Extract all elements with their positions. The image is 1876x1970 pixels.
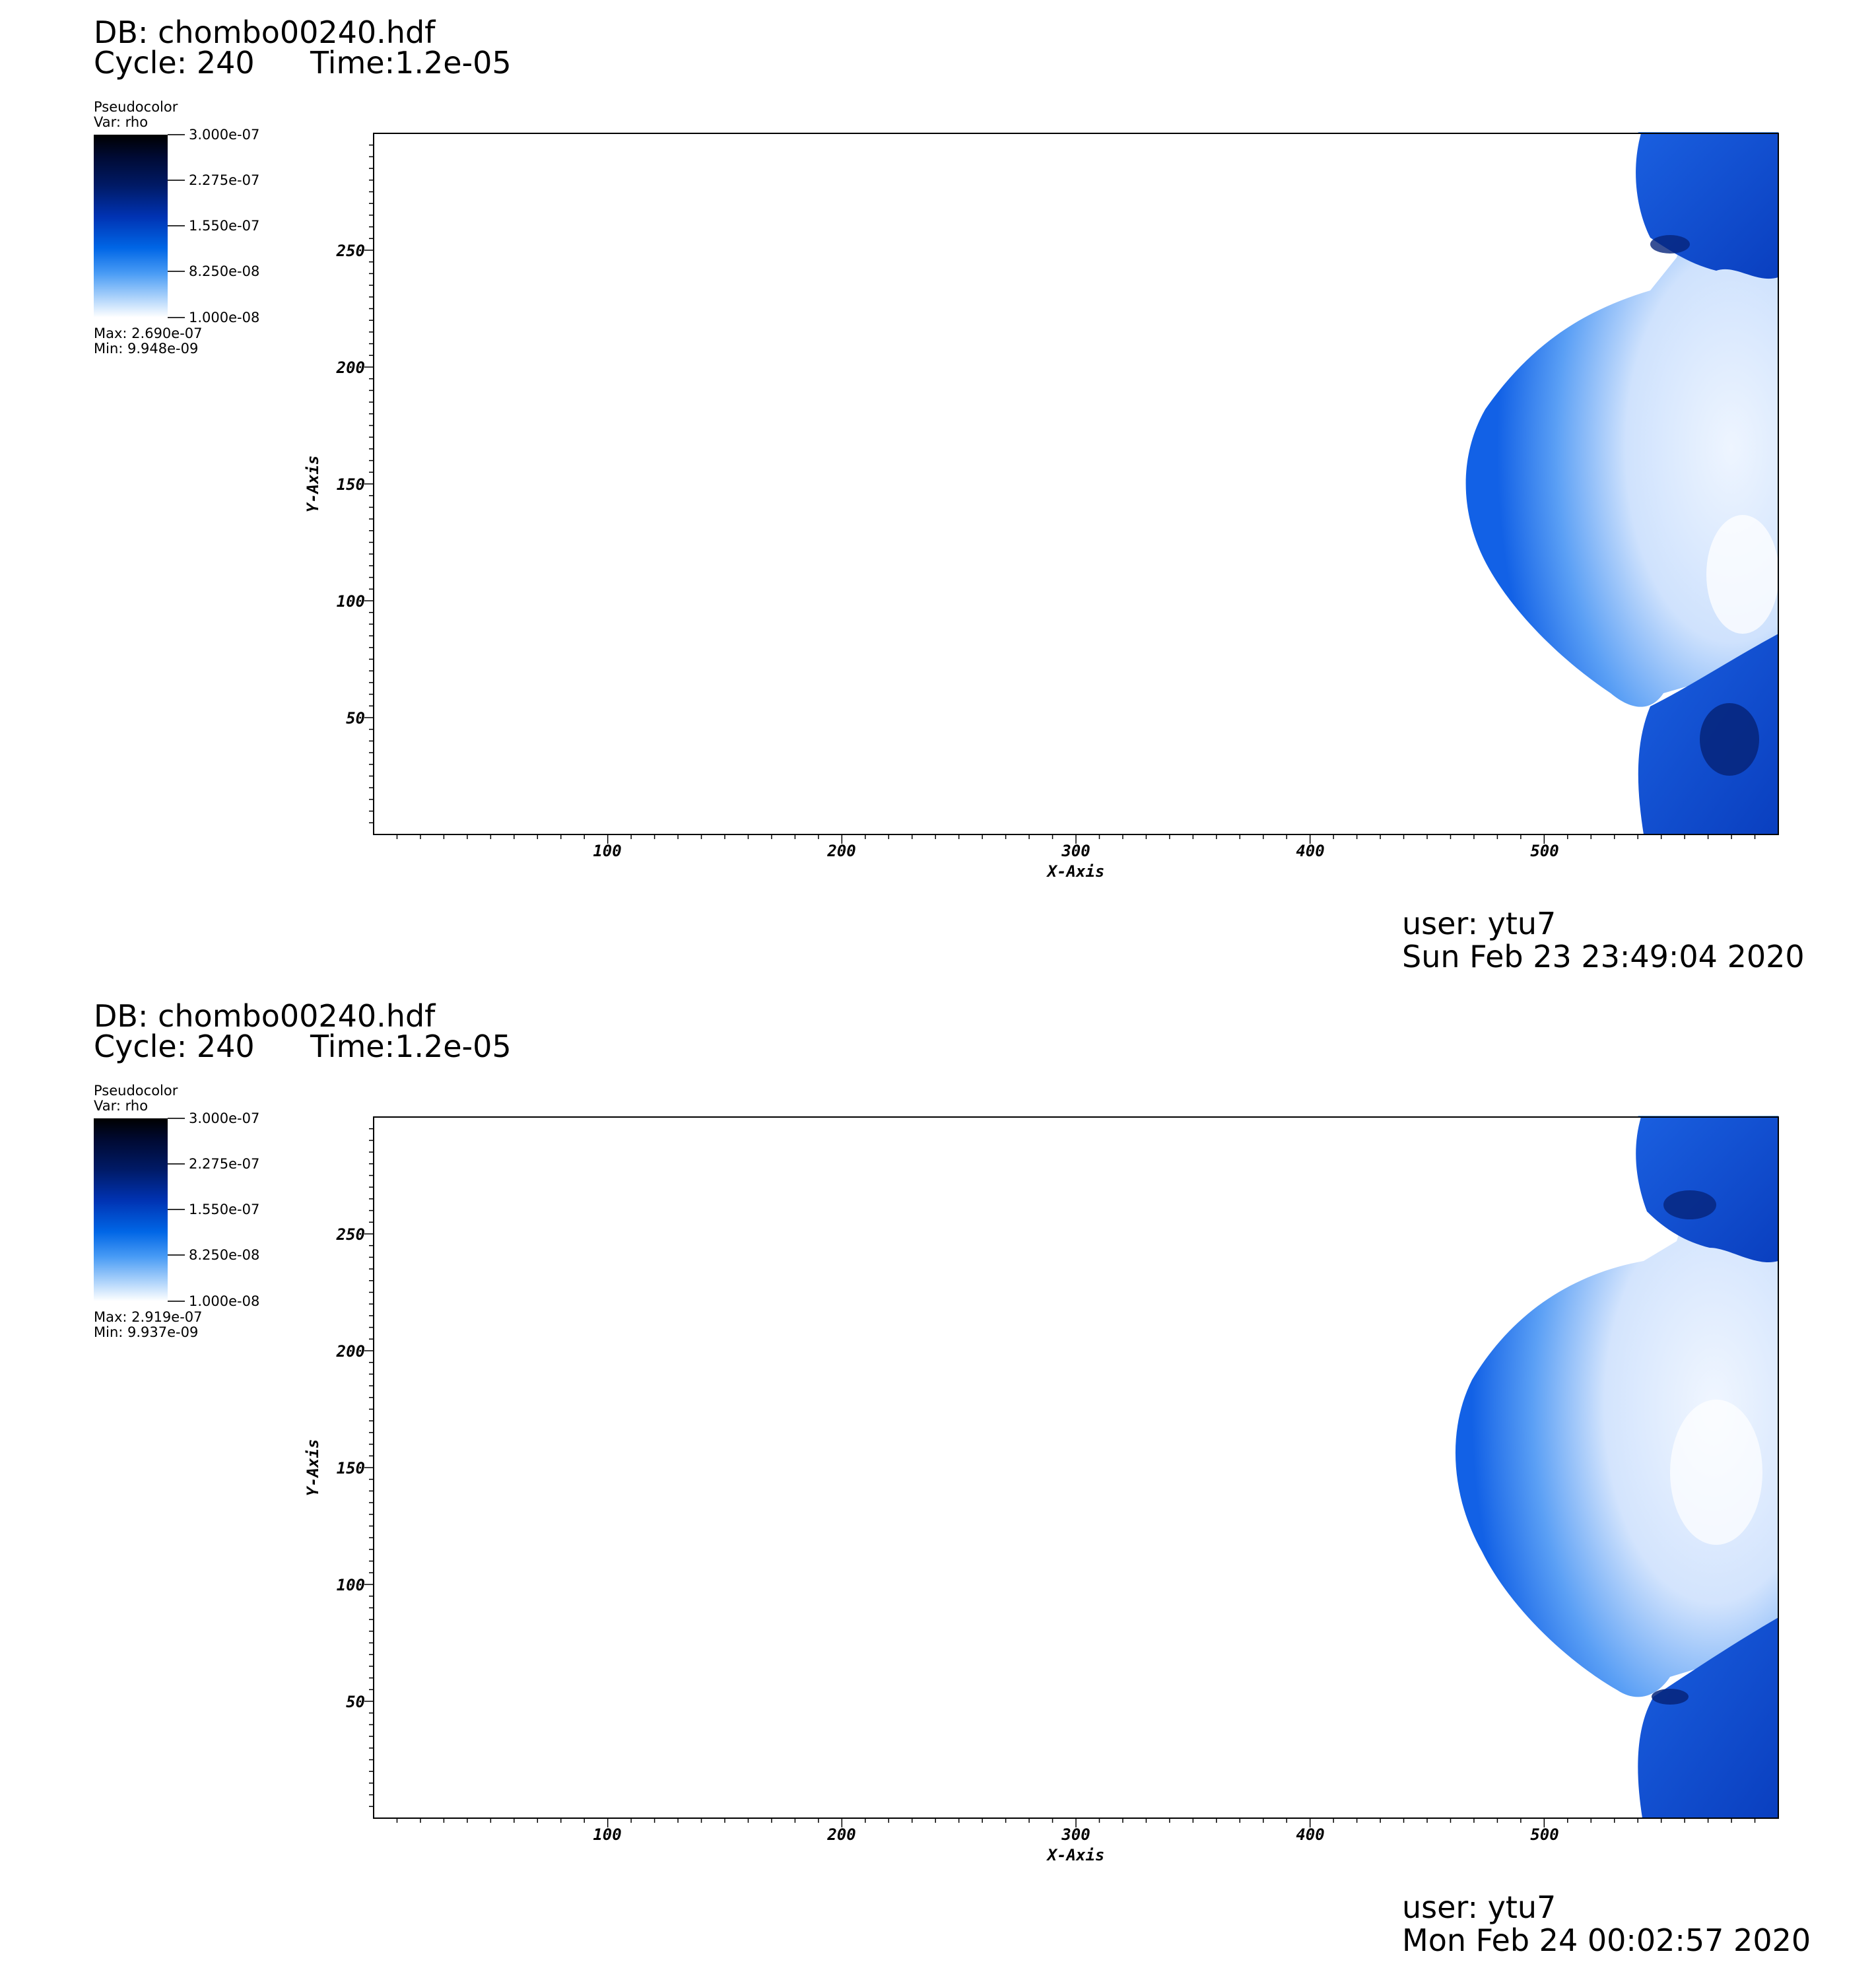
variable-label: Var: rho xyxy=(94,114,149,130)
x-tick-label: 100 xyxy=(593,842,621,860)
colorbar-tick xyxy=(168,317,185,318)
colorbar-tick xyxy=(168,134,185,135)
plot-area: 100 200 300 400 500 50 100 150 200 250 X… xyxy=(304,1116,1779,1864)
x-tick-labels: 100 200 300 400 500 xyxy=(593,1825,1558,1844)
colorbar-tick xyxy=(168,1118,185,1119)
density-field xyxy=(1465,132,1779,834)
plot-type-label: Pseudocolor xyxy=(94,99,178,115)
y-minor-ticks xyxy=(364,1128,374,1808)
y-tick-label: 250 xyxy=(336,242,365,260)
plot-area: 100 200 300 400 500 50 100 150 200 250 X… xyxy=(304,132,1779,881)
light-core xyxy=(1706,515,1779,634)
colorbar-tick xyxy=(168,225,185,226)
dense-knot xyxy=(1663,1190,1716,1219)
colorbar xyxy=(94,135,168,318)
x-tick-label: 200 xyxy=(826,1825,855,1844)
y-tick-labels: 50 100 150 200 250 xyxy=(336,1225,365,1711)
cycle-time-row: Cycle: 240 Time:1.2e-05 xyxy=(94,1029,512,1064)
y-tick-label: 100 xyxy=(337,1576,365,1594)
x-tick-label: 100 xyxy=(593,1825,621,1844)
x-minor-ticks xyxy=(396,834,1756,844)
colorbar-tick xyxy=(168,1163,185,1165)
plot-type-label: Pseudocolor xyxy=(94,1083,178,1099)
x-tick-label: 500 xyxy=(1530,842,1558,860)
min-label: Min: 9.937e-09 xyxy=(94,1324,199,1340)
variable-label: Var: rho xyxy=(94,1098,149,1114)
x-tick-label: 400 xyxy=(1296,842,1324,860)
x-minor-ticks xyxy=(396,1818,1756,1827)
colorbar-tick-label: 1.000e-08 xyxy=(189,310,260,325)
visit-panel-1: DB: chombo00240.hdf Cycle: 240 Time:1.2e… xyxy=(0,984,1876,1967)
colorbar xyxy=(94,1118,168,1301)
dense-knot xyxy=(1652,1689,1689,1705)
colorbar-tick xyxy=(168,1301,185,1302)
y-tick-label: 200 xyxy=(336,358,365,377)
x-tick-label: 500 xyxy=(1530,1825,1558,1844)
colorbar-tick-label: 3.000e-07 xyxy=(189,1110,260,1126)
date-label: Sun Feb 23 23:49:04 2020 xyxy=(1402,939,1805,974)
x-tick-label: 400 xyxy=(1296,1825,1324,1844)
density-field xyxy=(1455,1116,1778,1818)
db-label: DB: chombo00240.hdf xyxy=(94,15,436,50)
upper-dense-cap xyxy=(1636,133,1778,279)
cycle-label: Cycle: 240 xyxy=(94,45,255,81)
date-label: Mon Feb 24 00:02:57 2020 xyxy=(1402,1922,1811,1958)
max-label: Max: 2.919e-07 xyxy=(94,1309,203,1325)
colorbar-tick xyxy=(168,180,185,181)
upper-dense-cap xyxy=(1636,1117,1778,1263)
y-tick-labels: 50 100 150 200 250 xyxy=(336,242,365,728)
dense-knot xyxy=(1650,235,1690,254)
cycle-time-row: Cycle: 240 Time:1.2e-05 xyxy=(94,45,512,81)
y-tick-label: 250 xyxy=(336,1225,365,1244)
x-axis-title: X-Axis xyxy=(1046,1846,1105,1864)
user-label: user: ytu7 xyxy=(1402,906,1557,941)
x-axis-title: X-Axis xyxy=(1046,862,1105,881)
colorbar-tick-label: 8.250e-08 xyxy=(189,263,260,279)
user-label: user: ytu7 xyxy=(1402,1889,1557,1925)
db-label: DB: chombo00240.hdf xyxy=(94,998,436,1034)
time-label: Time:1.2e-05 xyxy=(310,45,512,81)
x-tick-label: 300 xyxy=(1061,1825,1090,1844)
visit-panel-0: DB: chombo00240.hdf Cycle: 240 Time:1.2e… xyxy=(0,0,1876,984)
y-tick-label: 50 xyxy=(346,1693,365,1711)
colorbar-tick-label: 1.550e-07 xyxy=(189,1202,260,1217)
colorbar-tick-label: 2.275e-07 xyxy=(189,1156,260,1172)
time-label: Time:1.2e-05 xyxy=(310,1029,512,1064)
x-tick-labels: 100 200 300 400 500 xyxy=(593,842,1558,860)
lower-dense-cap xyxy=(1638,1617,1778,1818)
y-tick-label: 150 xyxy=(337,475,365,494)
plume-region xyxy=(1465,132,1778,707)
min-label: Min: 9.948e-09 xyxy=(94,341,199,357)
y-tick-label: 50 xyxy=(346,709,365,728)
colorbar-tick xyxy=(168,1254,185,1256)
colorbar-tick xyxy=(168,271,185,272)
x-tick-label: 200 xyxy=(826,842,855,860)
y-tick-label: 200 xyxy=(336,1342,365,1361)
y-tick-label: 150 xyxy=(337,1459,365,1478)
colorbar-tick xyxy=(168,1209,185,1210)
colorbar-tick-label: 1.550e-07 xyxy=(189,218,260,234)
colorbar-tick-label: 3.000e-07 xyxy=(189,127,260,143)
colorbar-tick-label: 8.250e-08 xyxy=(189,1247,260,1263)
y-axis-title: Y-Axis xyxy=(304,456,322,513)
colorbar-tick-label: 2.275e-07 xyxy=(189,172,260,188)
colorbar-tick-label: 1.000e-08 xyxy=(189,1293,260,1309)
x-tick-label: 300 xyxy=(1061,842,1090,860)
y-tick-label: 100 xyxy=(337,592,365,611)
max-label: Max: 2.690e-07 xyxy=(94,325,203,341)
light-core xyxy=(1670,1400,1762,1545)
plume-region xyxy=(1455,1116,1778,1697)
dense-knot xyxy=(1700,703,1759,776)
y-minor-ticks xyxy=(364,144,374,824)
cycle-label: Cycle: 240 xyxy=(94,1029,255,1064)
y-axis-title: Y-Axis xyxy=(304,1439,322,1497)
